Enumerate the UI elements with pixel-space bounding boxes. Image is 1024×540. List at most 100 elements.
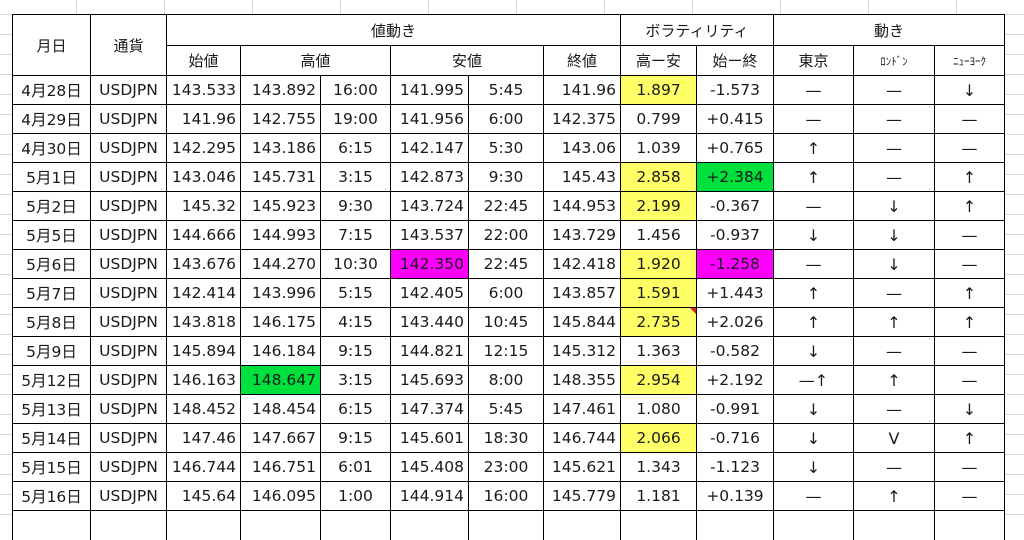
date-cell[interactable]: 5月14日 xyxy=(12,423,91,453)
open-close-cell[interactable]: +2.192 xyxy=(696,365,774,395)
close-cell[interactable]: 143.06 xyxy=(543,133,621,163)
low-time-cell[interactable]: 6:00 xyxy=(468,278,544,308)
high-cell[interactable]: 143.996 xyxy=(240,278,321,308)
high-low-cell[interactable]: 1.181 xyxy=(620,481,697,511)
newyork-move-cell[interactable]: — xyxy=(934,249,1005,279)
high-time-cell[interactable]: 9:15 xyxy=(320,336,391,366)
london-move-cell[interactable]: — xyxy=(853,278,935,308)
low-cell[interactable]: 143.724 xyxy=(390,191,469,221)
empty-cell[interactable] xyxy=(853,510,935,540)
open-close-cell[interactable]: +2.026 xyxy=(696,307,774,337)
high-cell[interactable]: 143.892 xyxy=(240,75,321,105)
currency-cell[interactable]: USDJPN xyxy=(90,365,167,395)
london-move-cell[interactable]: — xyxy=(853,75,935,105)
open-close-cell[interactable]: -1.258 xyxy=(696,249,774,279)
high-time-cell[interactable]: 3:15 xyxy=(320,162,391,192)
open-cell[interactable]: 145.32 xyxy=(166,191,241,221)
london-move-cell[interactable]: — xyxy=(853,452,935,482)
high-time-cell[interactable]: 3:15 xyxy=(320,365,391,395)
currency-cell[interactable]: USDJPN xyxy=(90,191,167,221)
high-cell[interactable]: 146.175 xyxy=(240,307,321,337)
currency-cell[interactable]: USDJPN xyxy=(90,336,167,366)
close-cell[interactable]: 145.43 xyxy=(543,162,621,192)
london-move-cell[interactable]: ↑ xyxy=(853,365,935,395)
date-cell[interactable]: 4月30日 xyxy=(12,133,91,163)
low-cell[interactable]: 143.440 xyxy=(390,307,469,337)
empty-cell[interactable] xyxy=(12,510,91,540)
close-cell[interactable]: 145.779 xyxy=(543,481,621,511)
low-time-cell[interactable]: 18:30 xyxy=(468,423,544,453)
tokyo-move-cell[interactable]: — xyxy=(773,481,854,511)
date-cell[interactable]: 4月29日 xyxy=(12,104,91,134)
open-cell[interactable]: 143.676 xyxy=(166,249,241,279)
header-date[interactable]: 月日 xyxy=(12,14,91,76)
high-low-cell[interactable]: 2.858 xyxy=(620,162,697,192)
london-move-cell[interactable]: — xyxy=(853,394,935,424)
empty-cell[interactable] xyxy=(166,510,241,540)
empty-cell[interactable] xyxy=(320,510,391,540)
high-low-cell[interactable]: 1.080 xyxy=(620,394,697,424)
high-cell[interactable]: 146.095 xyxy=(240,481,321,511)
close-cell[interactable]: 142.375 xyxy=(543,104,621,134)
low-time-cell[interactable]: 23:00 xyxy=(468,452,544,482)
currency-cell[interactable]: USDJPN xyxy=(90,278,167,308)
empty-cell[interactable] xyxy=(468,510,544,540)
date-cell[interactable]: 5月5日 xyxy=(12,220,91,250)
open-close-cell[interactable]: -0.991 xyxy=(696,394,774,424)
date-cell[interactable]: 5月2日 xyxy=(12,191,91,221)
low-cell[interactable]: 142.873 xyxy=(390,162,469,192)
date-cell[interactable]: 5月12日 xyxy=(12,365,91,395)
high-low-cell[interactable]: 1.920 xyxy=(620,249,697,279)
empty-cell[interactable] xyxy=(696,510,774,540)
header-close[interactable]: 終値 xyxy=(543,45,621,76)
open-close-cell[interactable]: -0.716 xyxy=(696,423,774,453)
newyork-move-cell[interactable]: — xyxy=(934,481,1005,511)
low-time-cell[interactable]: 8:00 xyxy=(468,365,544,395)
open-cell[interactable]: 146.163 xyxy=(166,365,241,395)
low-time-cell[interactable]: 10:45 xyxy=(468,307,544,337)
currency-cell[interactable]: USDJPN xyxy=(90,452,167,482)
low-cell[interactable]: 145.693 xyxy=(390,365,469,395)
london-move-cell[interactable]: — xyxy=(853,133,935,163)
london-move-cell[interactable]: — xyxy=(853,104,935,134)
low-cell[interactable]: 144.914 xyxy=(390,481,469,511)
high-low-cell[interactable]: 2.735 xyxy=(620,307,697,337)
open-cell[interactable]: 141.96 xyxy=(166,104,241,134)
tokyo-move-cell[interactable]: ↑ xyxy=(773,133,854,163)
close-cell[interactable]: 145.312 xyxy=(543,336,621,366)
open-close-cell[interactable]: -0.582 xyxy=(696,336,774,366)
open-cell[interactable]: 148.452 xyxy=(166,394,241,424)
empty-cell[interactable] xyxy=(240,510,321,540)
high-time-cell[interactable]: 7:15 xyxy=(320,220,391,250)
newyork-move-cell[interactable]: ↓ xyxy=(934,394,1005,424)
close-cell[interactable]: 148.355 xyxy=(543,365,621,395)
close-cell[interactable]: 147.461 xyxy=(543,394,621,424)
tokyo-move-cell[interactable]: ↓ xyxy=(773,452,854,482)
newyork-move-cell[interactable]: ↓ xyxy=(934,75,1005,105)
low-cell[interactable]: 144.821 xyxy=(390,336,469,366)
open-cell[interactable]: 147.46 xyxy=(166,423,241,453)
london-move-cell[interactable]: — xyxy=(853,162,935,192)
currency-cell[interactable]: USDJPN xyxy=(90,75,167,105)
low-cell[interactable]: 142.405 xyxy=(390,278,469,308)
open-close-cell[interactable]: +1.443 xyxy=(696,278,774,308)
high-low-cell[interactable]: 2.066 xyxy=(620,423,697,453)
high-cell[interactable]: 143.186 xyxy=(240,133,321,163)
empty-cell[interactable] xyxy=(90,510,167,540)
low-cell[interactable]: 147.374 xyxy=(390,394,469,424)
close-cell[interactable]: 143.857 xyxy=(543,278,621,308)
london-move-cell[interactable]: ↓ xyxy=(853,191,935,221)
high-cell[interactable]: 145.731 xyxy=(240,162,321,192)
open-cell[interactable]: 145.64 xyxy=(166,481,241,511)
london-move-cell[interactable]: ↓ xyxy=(853,249,935,279)
high-low-cell[interactable]: 1.456 xyxy=(620,220,697,250)
low-time-cell[interactable]: 5:45 xyxy=(468,394,544,424)
tokyo-move-cell[interactable]: ↑ xyxy=(773,278,854,308)
date-cell[interactable]: 5月1日 xyxy=(12,162,91,192)
high-time-cell[interactable]: 6:01 xyxy=(320,452,391,482)
header-currency[interactable]: 通貨 xyxy=(90,14,167,76)
newyork-move-cell[interactable]: — xyxy=(934,365,1005,395)
open-close-cell[interactable]: -0.367 xyxy=(696,191,774,221)
high-cell[interactable]: 144.270 xyxy=(240,249,321,279)
currency-cell[interactable]: USDJPN xyxy=(90,394,167,424)
